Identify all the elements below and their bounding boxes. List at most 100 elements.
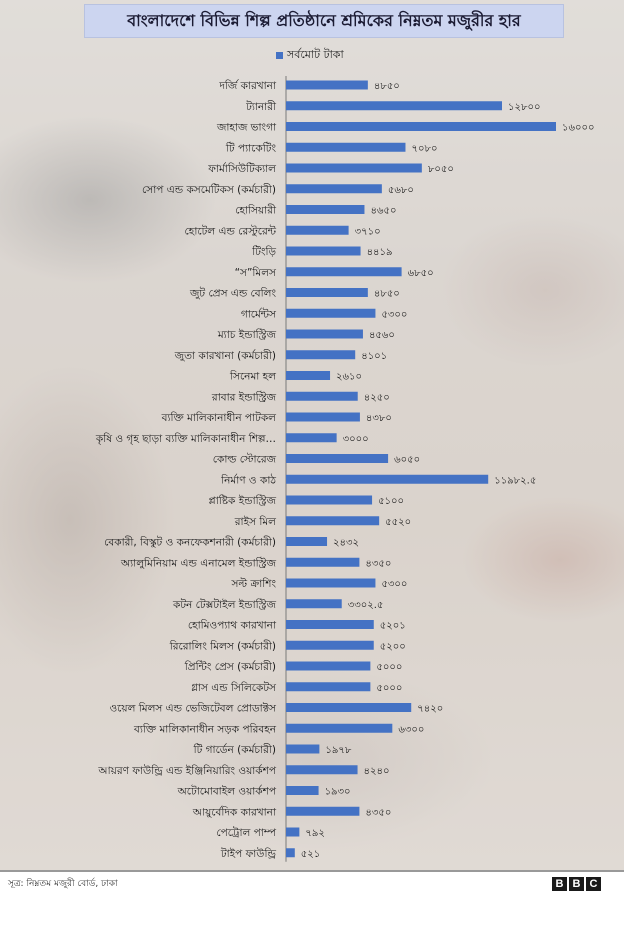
category-label: হোসিয়ারী [235, 204, 277, 217]
category-label: রাইস মিল [234, 515, 277, 528]
bar [286, 599, 342, 609]
data-label: ৫৩০০ [381, 309, 407, 320]
category-label: সিনেমা হল [229, 370, 277, 383]
data-label: ৮০৫০ [428, 164, 454, 175]
data-label: ৩৩০২.৫ [348, 600, 384, 611]
category-label: রাবার ইন্ডাস্ট্রিজ [211, 390, 277, 403]
data-label: ৭৪২০ [417, 704, 443, 715]
category-label: প্রিন্টিং প্রেস (কর্মচারী) [184, 660, 276, 673]
bar [286, 246, 361, 256]
data-label: ৪৫৬০ [369, 330, 395, 341]
data-label: ৫৬৮০ [388, 185, 414, 196]
data-label: ৫২০০ [380, 641, 406, 652]
category-label: ব্যক্তি মালিকানাধীন পাটকল [161, 411, 278, 424]
legend-swatch [276, 52, 283, 59]
bar [286, 142, 406, 152]
data-label: ৬৮৫০ [408, 268, 434, 279]
bar [286, 620, 374, 629]
category-label: টাইপ ফাউন্ড্রি [220, 847, 278, 860]
category-label: টিংড়ি [251, 245, 276, 258]
data-label: ১৯৭৮ [325, 745, 351, 756]
data-label: ১২৮০০ [508, 102, 540, 113]
bar [286, 765, 358, 775]
category-label: হোমিওপ্যাথ কারখানা [188, 619, 277, 632]
data-label: ৪৪১৯ [367, 247, 393, 258]
data-label: ৬০৫০ [394, 455, 420, 466]
data-label: ৫৫২০ [385, 517, 411, 528]
data-label: ৪৩৮০ [366, 413, 392, 424]
category-label: অটোমোবাইল ওয়ার্কশপ [177, 785, 277, 798]
source-note: সূত্র: নিম্নতম মজুরী বোর্ড, ঢাকা [8, 879, 118, 889]
data-label: ৫১০০ [378, 496, 404, 507]
data-label: ৫০০০ [376, 683, 402, 694]
category-label: রিরোলিং মিলস (কর্মচারী) [169, 639, 276, 652]
data-label: ১১৯৮২.৫ [494, 475, 536, 486]
footer-divider [0, 870, 624, 872]
bar [286, 350, 356, 360]
bar [286, 682, 371, 692]
category-label: ট্যানারী [245, 100, 277, 113]
bar [286, 122, 556, 131]
bar [286, 557, 360, 567]
chart-title: বাংলাদেশে বিভিন্ন শিল্প প্রতিষ্ঠানে শ্রম… [84, 4, 564, 38]
category-label: কোল্ড স্টোরেজ [213, 453, 277, 466]
bbc-logo-letter-3: C [586, 877, 601, 891]
category-label: টি গার্ডেন (কর্মচারী) [193, 743, 276, 756]
bbc-logo-letter-2: B [569, 877, 584, 891]
data-label: ৭০৮০ [411, 143, 437, 154]
data-label: ৭৯২ [305, 828, 325, 839]
data-label: ৩০০০ [343, 434, 369, 445]
category-label: অ্যালুমিনিয়াম এন্ড এনামেল ইন্ডাস্ট্রিজ [120, 556, 277, 569]
category-label: কৃষি ও গৃহ ছাড়া ব্যক্তি মালিকানাধীন শিল… [95, 432, 276, 445]
bar [286, 578, 376, 588]
category-label: ওয়েল মিলস এন্ড ভেজিটেবল প্রোডাক্টস [109, 702, 277, 715]
data-label: ৪৩৫০ [365, 558, 391, 569]
category-label: গার্মেন্টস [241, 307, 277, 320]
footer [0, 872, 624, 892]
category-label: ফার্মাসিউটিক্যাল [207, 162, 277, 175]
category-label: দর্জি কারখানা [218, 79, 277, 92]
bar [286, 101, 502, 111]
data-label: ৪২৫০ [364, 392, 390, 403]
data-label: ৪২৪০ [364, 766, 390, 777]
category-label: জাহাজ ভাংগা [216, 122, 277, 134]
data-label: ৫২০১ [380, 621, 406, 632]
category-label: জুট প্রেস এন্ড বেলিং [189, 287, 276, 300]
data-label: ৫২১ [301, 849, 320, 860]
data-label: ৫০০০ [376, 662, 402, 673]
data-label: ৪৩৫০ [365, 807, 391, 818]
category-label: সোপ এন্ড কসমেটিকস (কর্মচারী) [142, 183, 276, 196]
category-label: কটন টেক্সটাইল ইন্ডাস্ট্রিজ [172, 598, 277, 611]
bar [286, 80, 368, 90]
bar [286, 516, 380, 526]
data-label: ৬৩০০ [398, 724, 424, 735]
data-label: ৫৩০০ [381, 579, 407, 590]
category-label: গ্লাস এন্ড সিলিকেটস [191, 681, 277, 694]
bar [286, 495, 373, 505]
data-label: ১৯৩০ [325, 787, 351, 798]
category-label: ব্যক্তি মালিকানাধীন সড়ক পরিবহন [133, 722, 277, 735]
bar [286, 827, 300, 837]
category-label: হোটেল এন্ড রেস্টুরেন্ট [185, 224, 277, 237]
bar [286, 225, 349, 235]
bbc-logo: B B C [552, 877, 601, 891]
chart-legend: সর্বমোট টাকা [276, 46, 344, 65]
bar [286, 163, 422, 173]
bar [286, 537, 328, 546]
data-label: ২৪৩২ [333, 538, 359, 549]
category-label: ম্যাচ ইন্ডাস্ট্রিজ [217, 328, 277, 341]
category-label: প্লাষ্টিক ইন্ডাস্ট্রিজ [209, 494, 277, 507]
category-label: আয়রণ ফাউন্ড্রি এন্ড ইঞ্জিনিয়ারিং ওয়ার… [97, 764, 276, 777]
bar [286, 288, 368, 297]
bar [286, 640, 374, 650]
category-label: সল্ট ক্রাশিং [230, 577, 276, 590]
bar [286, 205, 365, 214]
bbc-logo-letter-1: B [552, 877, 567, 891]
category-label: নির্মাণ ও কাঠ [220, 473, 277, 486]
bar [286, 703, 412, 712]
data-label: ৪৮৫০ [374, 289, 400, 300]
bar-chart: দর্জি কারখানা ৪৮৫০ ট্যানারী ১২৮০০ জাহাজ ভাংগ… [95, 76, 595, 862]
category-label: বেকারী, বিস্কুট ও কনফেকশনারী (কর্মচারী) [104, 536, 276, 549]
bar [286, 391, 358, 401]
category-label: আয়ুর্বেদিক কারখানা [192, 805, 277, 818]
